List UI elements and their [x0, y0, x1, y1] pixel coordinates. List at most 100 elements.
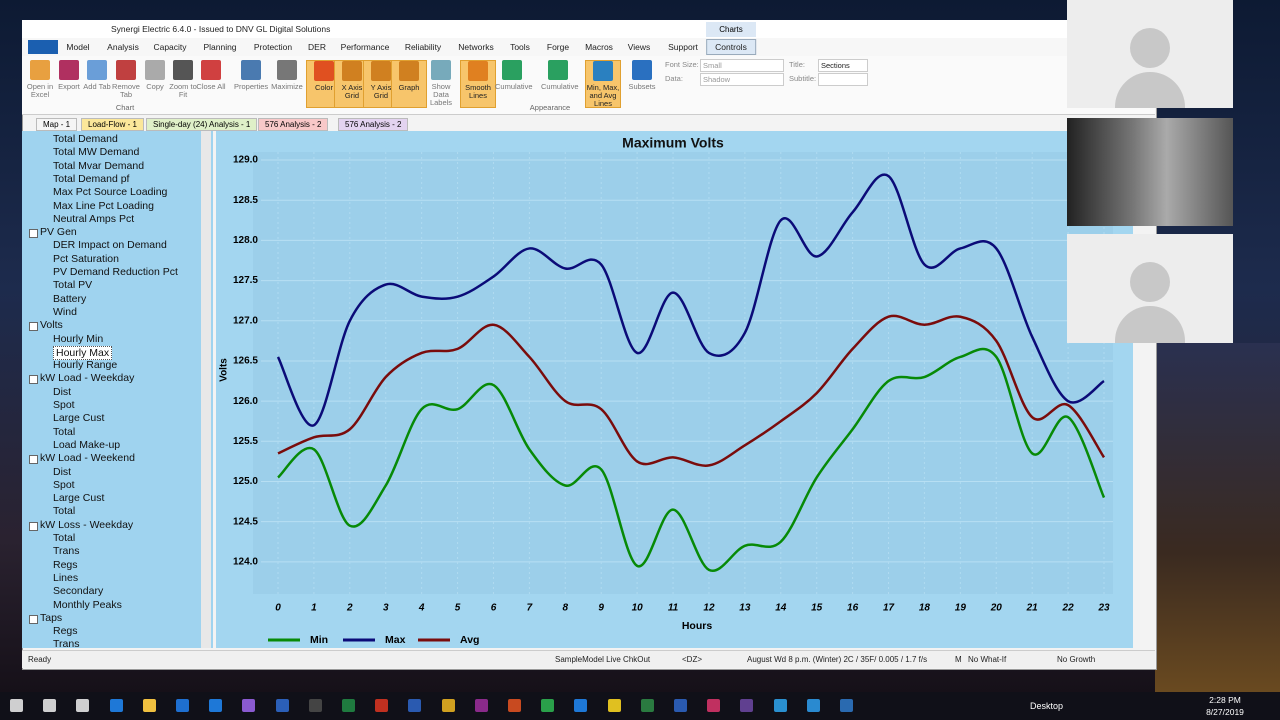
tree-item[interactable]: Monthly Peaks [53, 598, 122, 611]
tree-item[interactable]: Hourly Min [53, 332, 104, 345]
taskbar-icon[interactable] [441, 699, 455, 712]
taskbar-icon[interactable] [10, 699, 23, 712]
taskbar-icon[interactable] [109, 699, 123, 712]
ribbon-tab[interactable]: Planning [203, 42, 237, 52]
tree-item[interactable]: Spot [53, 478, 75, 491]
scrollbar[interactable] [201, 131, 211, 648]
file-tab[interactable] [28, 40, 58, 54]
tree-item[interactable]: Dist [53, 385, 72, 398]
tree-item[interactable]: Trans [53, 545, 80, 558]
taskbar-icon[interactable] [740, 699, 754, 712]
field-input[interactable] [818, 73, 868, 86]
taskbar-icon[interactable] [408, 699, 422, 712]
ribbon-button[interactable]: Export [52, 60, 86, 106]
taskbar-icon[interactable] [209, 699, 223, 712]
ribbon-button[interactable]: Cumulative [495, 60, 533, 106]
ribbon-button[interactable]: Open in Excel [23, 60, 57, 106]
tree-item[interactable]: Dist [53, 465, 72, 478]
tree-item[interactable]: Taps [40, 611, 63, 624]
taskbar-icon[interactable] [640, 699, 654, 712]
taskbar-icon[interactable] [76, 699, 90, 712]
ribbon-button[interactable]: Remove Tab [109, 60, 143, 106]
tree-item[interactable]: Spot [53, 399, 75, 411]
taskbar-icon[interactable] [574, 699, 588, 712]
clock-date[interactable]: 8/27/2019 [1206, 707, 1244, 717]
taskbar-icon[interactable] [375, 699, 389, 712]
ribbon-button[interactable]: Zoom to Fit [166, 60, 200, 106]
video-tile[interactable] [1067, 118, 1233, 226]
tree-item[interactable]: kW Load - Weekday [40, 372, 135, 385]
tree-item[interactable]: Regs [53, 625, 78, 638]
ribbon-button[interactable]: Add Tab [80, 60, 114, 106]
ribbon-tab[interactable]: Performance [340, 42, 390, 52]
tree-item[interactable]: Total Demand [53, 133, 118, 145]
document-tab[interactable]: Load-Flow - 1 [81, 118, 144, 131]
tree-item[interactable]: Volts [40, 319, 63, 332]
taskbar-icon[interactable] [674, 699, 687, 712]
taskbar-icon[interactable] [773, 699, 787, 712]
tree-item[interactable]: kW Load - Weekend [40, 452, 135, 465]
tree-item[interactable]: Total [53, 532, 76, 544]
video-tile[interactable] [1067, 234, 1233, 343]
tree-item[interactable]: Max Line Pct Loading [53, 199, 154, 212]
tree-item[interactable]: Hourly Max [53, 345, 113, 360]
tree-expander[interactable] [29, 375, 38, 385]
document-tab[interactable]: 576 Analysis - 2 [338, 118, 409, 131]
ribbon-button[interactable]: Graph [391, 60, 427, 108]
field-input[interactable]: Sections [818, 59, 868, 72]
tree-item[interactable]: kW Loss - Weekday [40, 518, 134, 531]
document-tab[interactable]: Single-day (24) Analysis - 1 [146, 118, 258, 131]
tree-item[interactable]: Neutral Amps Pct [53, 212, 135, 225]
tree-item[interactable]: Total Mvar Demand [53, 159, 145, 172]
taskbar-icon[interactable] [508, 699, 521, 712]
tree-item[interactable]: Max Pct Source Loading [53, 186, 168, 199]
ribbon-tab[interactable]: DER [308, 42, 326, 52]
ribbon-tab[interactable]: Networks [458, 42, 494, 52]
tree-item[interactable]: PV Demand Reduction Pct [53, 266, 178, 278]
field-input[interactable]: Shadow [700, 73, 784, 86]
ribbon-button[interactable]: Cumulative [541, 60, 579, 106]
tree-item[interactable]: Regs [53, 558, 78, 571]
taskbar-icon[interactable] [43, 699, 57, 712]
taskbar-icon[interactable] [474, 699, 488, 712]
taskbar-icon[interactable] [308, 699, 322, 712]
taskbar-icon[interactable] [541, 699, 555, 712]
taskbar-icon[interactable] [707, 699, 721, 712]
tree-item[interactable]: Large Cust [53, 492, 105, 505]
tree-item[interactable]: Total PV [53, 279, 93, 292]
tree-expander[interactable] [29, 521, 38, 531]
field-input[interactable]: Small [700, 59, 784, 72]
clock-time[interactable]: 2:28 PM [1209, 695, 1241, 705]
ribbon-tab[interactable]: Controls [706, 39, 756, 55]
tree-item[interactable]: Wind [53, 305, 77, 318]
tree-expander[interactable] [29, 614, 38, 624]
tree-item[interactable]: Hourly Range [53, 359, 118, 372]
ribbon-button[interactable]: Close All [194, 60, 228, 106]
taskbar-icon[interactable] [242, 699, 256, 712]
document-tab[interactable]: 576 Analysis - 2 [258, 118, 329, 131]
tree-item[interactable]: PV Gen [40, 226, 77, 239]
ribbon-button[interactable]: Copy [138, 60, 172, 106]
tree-item[interactable]: Total [53, 505, 76, 518]
tree-item[interactable]: Total Demand pf [53, 172, 130, 185]
ribbon-button[interactable]: Properties [234, 60, 268, 106]
tree-item[interactable]: Lines [53, 571, 79, 584]
tree-item[interactable]: Total [53, 425, 76, 438]
tree-item[interactable]: Trans [53, 638, 80, 651]
taskbar-desktop[interactable]: Desktop [1030, 701, 1064, 711]
taskbar-icon[interactable] [840, 699, 853, 712]
ribbon-tab[interactable]: Protection [253, 42, 293, 52]
ribbon-tab[interactable]: Support [668, 42, 698, 52]
ribbon-tab[interactable]: Tools [510, 42, 530, 52]
ribbon-tab[interactable]: Model [66, 42, 90, 52]
taskbar-icon[interactable] [806, 699, 820, 712]
ribbon-tab[interactable]: Reliability [404, 42, 442, 52]
tree-item[interactable]: Battery [53, 292, 87, 305]
tree-expander[interactable] [29, 455, 38, 465]
ribbon-button[interactable]: Subsets [625, 60, 659, 106]
ribbon-tab[interactable]: Analysis [107, 42, 139, 52]
tree-item[interactable]: Total MW Demand [53, 146, 140, 159]
taskbar-icon[interactable] [275, 699, 289, 712]
ribbon-tab[interactable]: Macros [585, 42, 613, 52]
tree-expander[interactable] [29, 322, 38, 332]
